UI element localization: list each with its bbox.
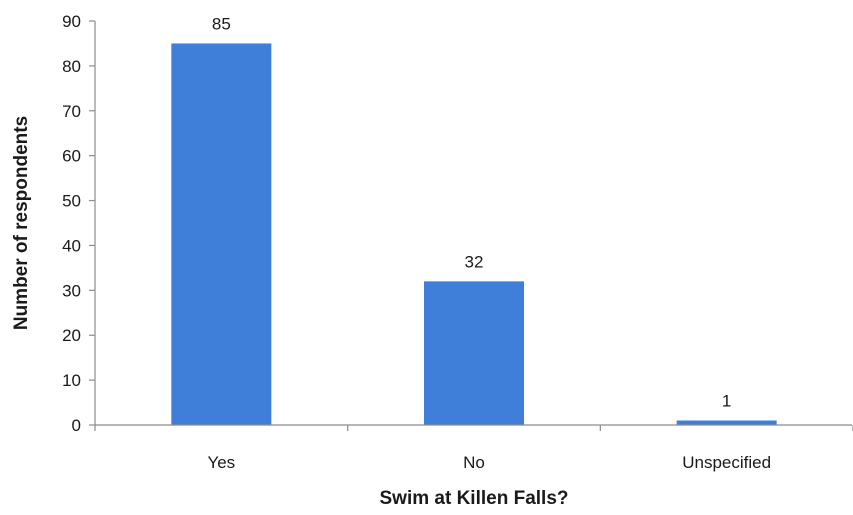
data-label: 1 <box>722 392 731 411</box>
y-axis-title: Number of respondents <box>11 116 32 330</box>
x-axis-title: Swim at Killen Falls? <box>380 488 569 509</box>
y-tick-label: 50 <box>62 192 81 211</box>
y-tick-label: 80 <box>62 57 81 76</box>
data-label: 32 <box>465 252 484 271</box>
y-tick-label: 70 <box>62 102 81 121</box>
bar <box>171 43 272 425</box>
y-tick-label: 10 <box>62 371 81 390</box>
x-tick-label: No <box>463 453 485 472</box>
x-tick-label: Yes <box>207 453 235 472</box>
y-tick-label: 0 <box>72 416 81 435</box>
y-tick-label: 60 <box>62 147 81 166</box>
bar <box>424 281 524 425</box>
bar <box>676 420 777 425</box>
x-tick-label: Unspecified <box>682 453 771 472</box>
y-tick-label: 30 <box>62 281 81 300</box>
y-axis-ticks: 0 10 20 30 40 50 60 70 80 90 <box>62 12 95 435</box>
y-tick-label: 90 <box>62 12 81 31</box>
y-tick-label: 40 <box>62 236 81 255</box>
x-axis-ticks: Yes No Unspecified <box>94 425 853 472</box>
y-tick-label: 20 <box>62 326 81 345</box>
bars: 85 32 1 <box>171 14 777 425</box>
data-label: 85 <box>212 14 231 33</box>
